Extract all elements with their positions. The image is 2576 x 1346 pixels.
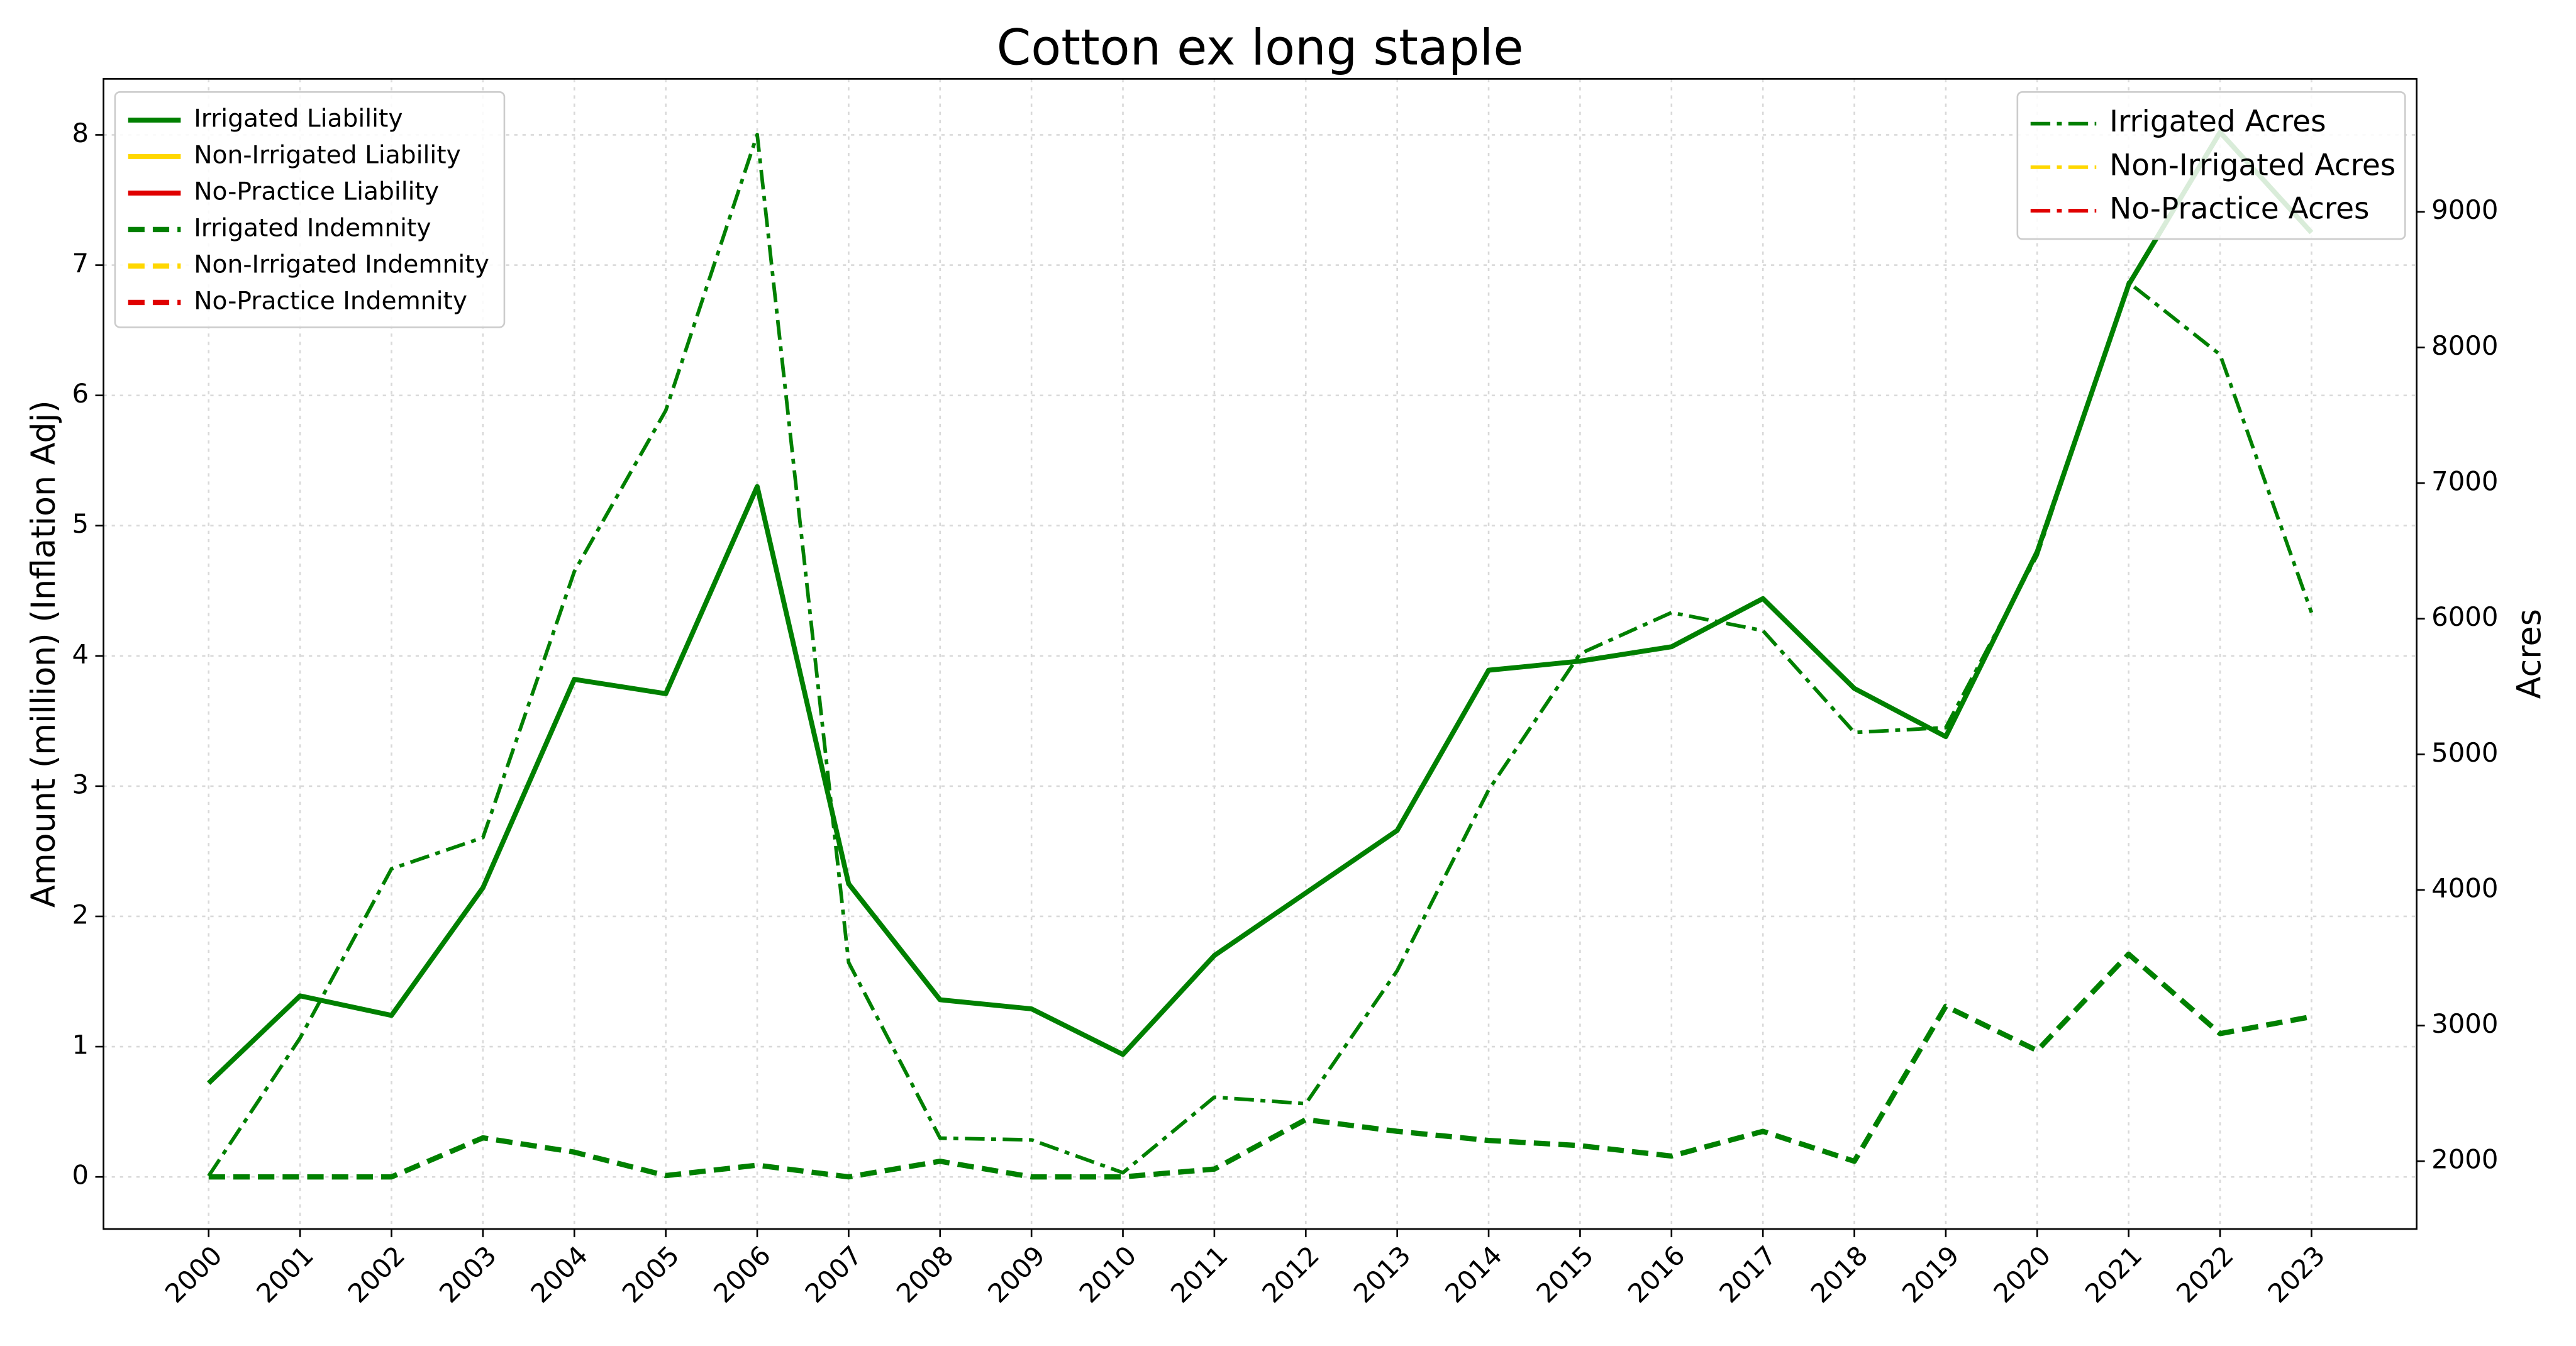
legend-label: No-Practice Indemnity — [194, 287, 467, 315]
legend: Irrigated Acres Non-Irrigated Acres No-Pra… — [2016, 91, 2406, 240]
y-tick-label: 0 — [72, 1160, 89, 1191]
legend-box — [114, 91, 506, 328]
y-tick-label: 6 — [72, 378, 89, 409]
y2-tick-label: 2000 — [2431, 1144, 2498, 1175]
y2-tick-label: 7000 — [2431, 465, 2498, 496]
y-tick-label: 3 — [72, 769, 89, 799]
x-tick-label: 2011 — [1165, 1240, 1234, 1309]
x-tick-label: 2020 — [1987, 1240, 2057, 1309]
x-tick-label: 2021 — [2079, 1240, 2148, 1309]
series-line — [207, 130, 2314, 1085]
y2-tick-label: 5000 — [2431, 737, 2498, 768]
x-tick-label: 2013 — [1348, 1240, 1417, 1309]
y2-tick-label: 6000 — [2431, 601, 2498, 632]
legend-label: Non-Irrigated Indemnity — [194, 250, 489, 279]
x-tick-label: 2022 — [2170, 1240, 2240, 1309]
x-tick-label: 2017 — [1713, 1240, 1782, 1309]
x-tick-label: 2009 — [982, 1240, 1051, 1309]
x-tick-label: 2016 — [1622, 1240, 1691, 1309]
x-tick-label: 2002 — [342, 1240, 411, 1309]
y2-axis-label: Acres — [2511, 609, 2548, 699]
plot-frame — [103, 78, 2418, 1230]
x-tick-label: 2006 — [708, 1240, 777, 1309]
legend: Irrigated Liability Non-Irrigated Liabili… — [114, 91, 506, 328]
legend-box — [2016, 91, 2406, 240]
y2-tick-label: 8000 — [2431, 330, 2498, 361]
series-line — [207, 133, 2314, 1177]
legend-label: Irrigated Indemnity — [194, 214, 431, 242]
x-tick-label: 2014 — [1439, 1240, 1508, 1309]
x-tick-label: 2019 — [1896, 1240, 1965, 1309]
legend-label: No-Practice Acres — [2109, 192, 2369, 226]
legend-label: No-Practice Liability — [194, 177, 439, 206]
y-tick-label: 8 — [72, 118, 89, 148]
series-line — [208, 951, 2312, 1180]
legend-label: Irrigated Acres — [2109, 104, 2326, 139]
y-tick-label: 7 — [72, 248, 89, 279]
y-tick-label: 4 — [72, 638, 89, 669]
legend-label: Non-Irrigated Liability — [194, 141, 461, 169]
y2-tick-label: 4000 — [2431, 872, 2498, 903]
chart-title: Cotton ex long staple — [997, 19, 1524, 76]
x-tick-label: 2012 — [1256, 1240, 1325, 1309]
x-tick-label: 2000 — [159, 1240, 228, 1309]
x-tick-label: 2003 — [433, 1240, 502, 1309]
legend-label: Non-Irrigated Acres — [2109, 148, 2396, 182]
x-tick-label: 2023 — [2262, 1240, 2331, 1309]
y-tick-label: 5 — [72, 508, 89, 539]
x-tick-label: 2007 — [799, 1240, 868, 1309]
x-tick-label: 2005 — [616, 1240, 686, 1309]
y-tick-label: 2 — [72, 899, 89, 930]
x-tick-label: 2001 — [250, 1240, 319, 1309]
x-tick-label: 2015 — [1530, 1240, 1599, 1309]
legend-label: Irrigated Liability — [194, 104, 402, 133]
x-tick-label: 2004 — [525, 1240, 594, 1309]
x-tick-label: 2008 — [891, 1240, 960, 1309]
x-tick-label: 2018 — [1805, 1240, 1874, 1309]
x-tick-label: 2010 — [1074, 1240, 1143, 1309]
y-tick-label: 1 — [72, 1030, 89, 1060]
y2-tick-label: 9000 — [2431, 194, 2498, 225]
y2-tick-label: 3000 — [2431, 1008, 2498, 1039]
y-axis-label: Amount (million) (Inflation Adj) — [25, 400, 63, 908]
